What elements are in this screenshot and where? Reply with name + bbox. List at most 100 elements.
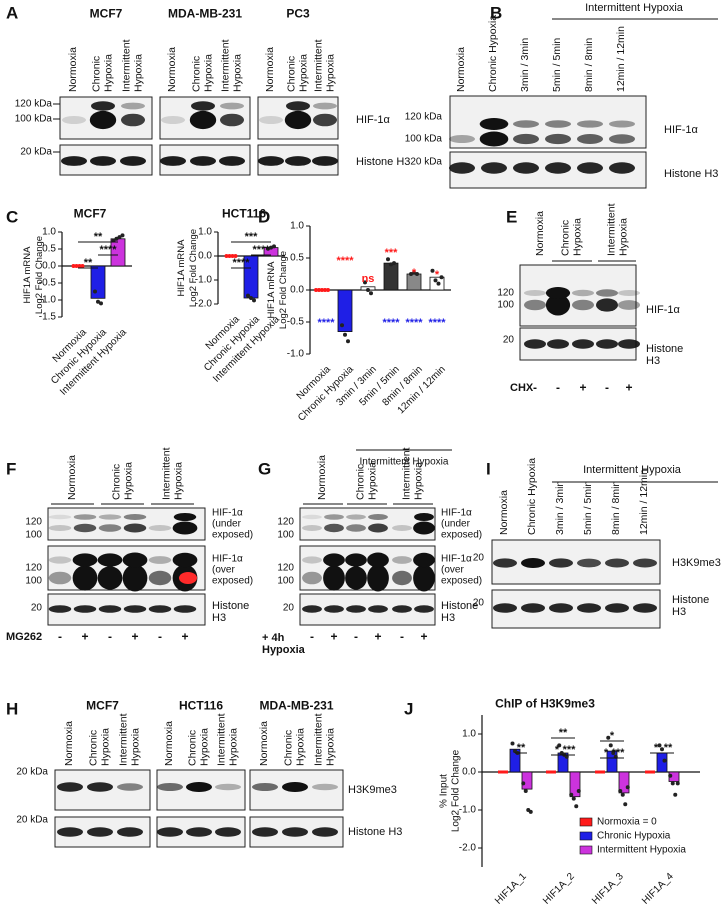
data-point <box>99 301 103 306</box>
lane-label: Chronic Hypoxia <box>87 728 112 766</box>
band <box>282 827 308 837</box>
significance: * <box>554 743 560 756</box>
y-tick-label: 0.0 <box>42 260 56 272</box>
panel-letter: F <box>6 459 17 479</box>
band <box>91 101 115 111</box>
band <box>282 782 308 792</box>
data-point <box>93 289 97 294</box>
band <box>413 564 435 592</box>
lane-label: Intermittent Hypoxia <box>400 447 425 500</box>
band <box>313 113 337 127</box>
data-point <box>249 296 253 300</box>
y-axis-label: Log2 Fold Change <box>450 749 462 833</box>
protein: HIF-1α (under exposed) <box>212 507 254 541</box>
y-tick-label: -1.0 <box>458 804 476 816</box>
band <box>123 605 147 613</box>
y-tick-label: -0.5 <box>38 277 56 289</box>
band <box>284 110 312 130</box>
band <box>157 783 183 791</box>
bar <box>498 770 508 774</box>
lane-label: Chronic Hypoxia <box>90 54 115 92</box>
sign: - <box>310 629 314 644</box>
legend-swatch <box>579 817 593 827</box>
y-tick-label: 1.0 <box>42 226 56 238</box>
band <box>324 605 344 613</box>
data-point <box>117 235 122 240</box>
data-point <box>574 804 579 809</box>
y-tick-label: -1.5 <box>38 311 56 323</box>
band <box>173 513 197 521</box>
y-tick-label: -1.0 <box>286 348 304 360</box>
band <box>190 156 216 166</box>
bar <box>337 289 353 332</box>
chart-title: HCT116 <box>221 206 267 221</box>
data-point <box>657 743 662 748</box>
band <box>323 565 345 591</box>
band <box>215 827 241 837</box>
lane-label: Chronic Hypoxia <box>559 218 584 256</box>
significance: *** <box>611 746 625 759</box>
data-point <box>523 789 528 793</box>
panel-letter: B <box>490 3 503 23</box>
band <box>414 605 434 613</box>
data-point <box>392 261 396 266</box>
marker: 120 <box>25 562 42 574</box>
band <box>493 603 517 613</box>
cell-line: MDA-MB-231 <box>259 698 334 713</box>
chart-title: ChIP of H3K9me3 <box>495 696 595 711</box>
data-point <box>564 754 569 759</box>
data-point <box>74 264 79 268</box>
bar <box>618 771 630 794</box>
data-point <box>673 792 678 797</box>
band <box>577 558 601 568</box>
data-point <box>571 796 576 801</box>
significance: ** <box>516 741 526 754</box>
blot <box>519 264 637 327</box>
bar <box>546 770 556 774</box>
significance: ** <box>83 256 93 269</box>
data-point <box>343 332 347 337</box>
band <box>313 102 337 110</box>
marker: 100 <box>277 529 294 541</box>
data-point <box>389 262 393 267</box>
band <box>123 523 147 533</box>
band <box>73 605 97 613</box>
band <box>481 162 507 174</box>
legend-label: Chronic Hypoxia <box>597 830 671 842</box>
y-tick-label: 0.5 <box>42 243 56 255</box>
band <box>302 514 322 520</box>
band <box>392 525 412 531</box>
band <box>449 162 475 174</box>
data-point <box>675 781 680 786</box>
panel-letter: A <box>6 3 19 23</box>
data-point <box>668 773 673 778</box>
band <box>633 558 657 568</box>
lane-label: Chronic Hypoxia <box>190 54 215 92</box>
band <box>302 571 322 585</box>
data-point <box>521 781 526 786</box>
data-point <box>340 323 344 328</box>
data-point <box>224 254 229 258</box>
lane-label: Chronic Hypoxia <box>282 728 307 766</box>
significance: **** <box>382 316 400 329</box>
data-point <box>625 785 630 790</box>
bar <box>569 771 581 798</box>
data-point <box>314 288 318 292</box>
data-point <box>71 264 76 268</box>
y-axis-label: Log2 Fold Change <box>278 250 289 330</box>
band <box>413 552 435 568</box>
data-point <box>227 254 232 258</box>
band <box>312 783 338 791</box>
marker: 100 kDa <box>404 133 442 145</box>
band <box>220 113 244 127</box>
chart-title: MCF7 <box>73 206 107 221</box>
band <box>577 603 601 613</box>
protein: Histone H3 <box>664 167 719 180</box>
legend-label: Normoxia = 0 <box>597 816 657 828</box>
band <box>392 570 412 586</box>
band <box>547 339 569 349</box>
blot <box>299 545 436 591</box>
band <box>521 558 545 568</box>
cell-line: HCT116 <box>178 698 224 713</box>
